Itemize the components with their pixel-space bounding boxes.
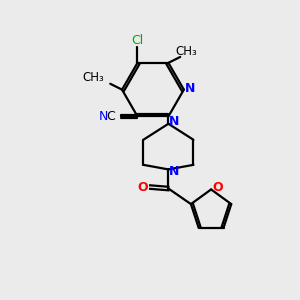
Text: CH₃: CH₃ bbox=[175, 45, 197, 58]
Text: Cl: Cl bbox=[131, 34, 144, 47]
Text: N: N bbox=[185, 82, 196, 95]
Text: CH₃: CH₃ bbox=[82, 71, 104, 84]
Text: O: O bbox=[212, 182, 223, 194]
Text: N: N bbox=[99, 110, 108, 123]
Text: O: O bbox=[137, 181, 148, 194]
Text: N: N bbox=[169, 115, 179, 128]
Text: C: C bbox=[106, 110, 115, 123]
Text: N: N bbox=[169, 165, 179, 178]
